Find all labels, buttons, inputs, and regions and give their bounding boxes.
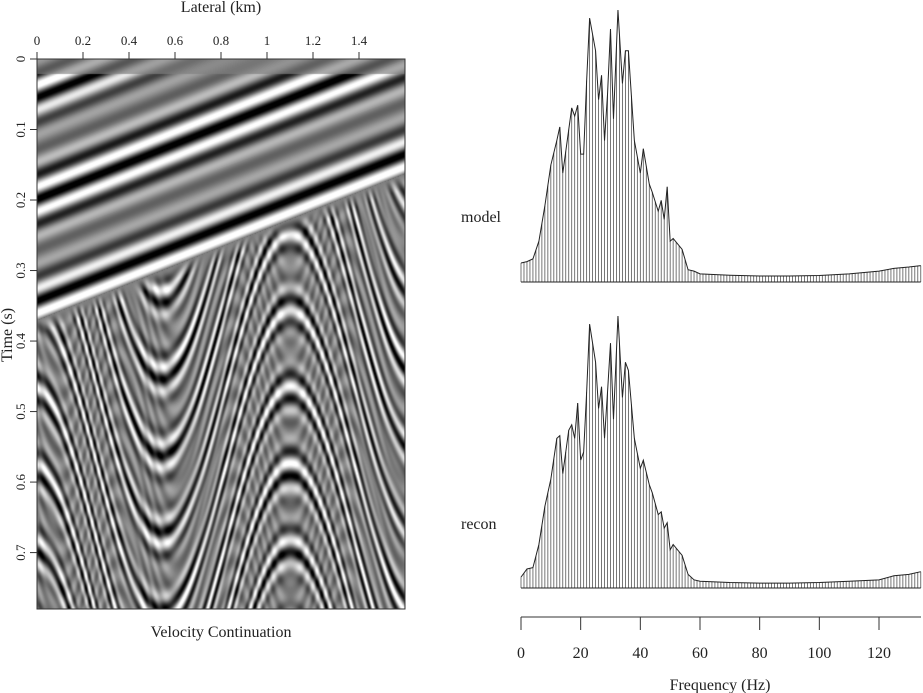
seismic-title: Velocity Continuation (151, 624, 292, 641)
frequency-tick-label: 120 (867, 645, 891, 662)
y-tick-label: 0.3 (13, 262, 28, 278)
y-tick-label: 0.4 (13, 332, 28, 349)
spectrum-curve (520, 9, 921, 277)
x-tick-label: 1.2 (305, 33, 321, 48)
y-tick-label: 0.5 (13, 403, 28, 419)
y-tick-label: 0.2 (13, 192, 28, 208)
spectrum-label-model: model (461, 209, 502, 226)
x-tick-label: 0.2 (75, 33, 91, 48)
y-tick-label: 0 (13, 56, 28, 63)
frequency-axis: Frequency (Hz) 0 20 40 60 80 100 120 (517, 616, 921, 693)
frequency-axis-title: Frequency (Hz) (670, 677, 771, 693)
x-tick-label: 0 (34, 33, 41, 48)
x-tick-label: 0.4 (121, 33, 138, 48)
frequency-tick-label: 40 (632, 645, 648, 662)
frequency-tick-label: 80 (752, 645, 768, 662)
x-tick-label: 1 (264, 33, 271, 48)
spectrum-recon (520, 315, 922, 589)
frequency-tick-label: 60 (692, 645, 708, 662)
spectrum-label-recon: recon (461, 516, 497, 533)
y-tick-label: 0.6 (13, 473, 28, 490)
x-tick-label: 0.8 (213, 33, 229, 48)
spectrum-model (520, 9, 922, 283)
y-tick-label: 0.7 (13, 544, 28, 561)
x-tick-label: 1.4 (351, 33, 368, 48)
frequency-tick-label: 100 (807, 645, 831, 662)
x-axis-title: Lateral (km) (181, 0, 261, 16)
seismic-frame (36, 58, 406, 610)
spectrum-curve (520, 315, 921, 584)
seismic-axes: Lateral (km) Time (s) Velocity Continuat… (0, 0, 406, 641)
y-axis-title: Time (s) (0, 308, 16, 362)
frequency-tick-label: 20 (573, 645, 589, 662)
y-tick-label: 0.1 (13, 121, 28, 137)
frequency-tick-label: 0 (517, 645, 525, 662)
x-tick-label: 0.6 (167, 33, 184, 48)
seismic-image (37, 59, 405, 609)
